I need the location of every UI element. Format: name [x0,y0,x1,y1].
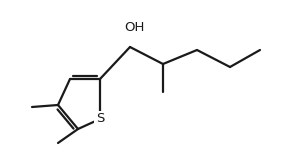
Text: OH: OH [124,21,144,34]
Text: S: S [96,113,104,125]
